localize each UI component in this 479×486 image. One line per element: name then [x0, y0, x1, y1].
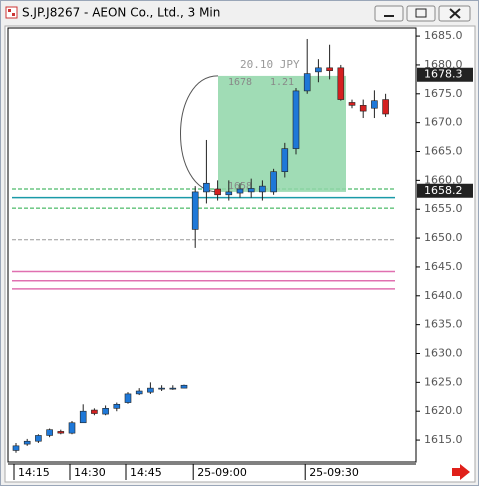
candle-body [214, 188, 221, 196]
price-marker-label: 1678.3 [424, 68, 463, 81]
candle-body [57, 431, 65, 434]
y-tick-label: 1680.0 [424, 58, 463, 71]
candle-body [359, 105, 367, 112]
y-tick-label: 1640.0 [424, 289, 463, 302]
x-tick-label: 25-09:00 [197, 466, 247, 479]
y-tick-label: 1650.0 [424, 231, 463, 244]
y-tick-label: 1685.0 [424, 29, 463, 42]
candle-body [169, 387, 177, 390]
candle-body [281, 148, 289, 173]
plot-area [7, 27, 417, 463]
candle-body [135, 390, 143, 395]
candle-body [382, 99, 389, 115]
minimize-button[interactable] [374, 5, 404, 22]
measure-box [218, 75, 346, 192]
measure-label: 20.10 JPY [240, 58, 300, 71]
candle-body [191, 191, 199, 230]
candle-body [247, 188, 255, 193]
price-marker [417, 183, 473, 198]
x-tick-label: 14:30 [74, 466, 106, 479]
close-icon [449, 8, 461, 19]
y-tick-label: 1620.0 [424, 404, 463, 417]
y-tick-label: 1660.0 [424, 173, 463, 186]
x-tick-label: 25-09:30 [309, 466, 359, 479]
candle-body [203, 182, 210, 193]
candle-body [303, 73, 311, 92]
y-tick-label: 1670.0 [424, 116, 463, 129]
window-buttons [374, 5, 471, 22]
candle-body [124, 393, 132, 403]
scroll-arrow[interactable] [452, 464, 470, 480]
candle-body [158, 387, 165, 390]
candle-body [225, 191, 233, 196]
candle-body [337, 67, 345, 100]
y-tick-label: 1615.0 [424, 433, 463, 446]
maximize-button[interactable] [406, 5, 436, 22]
candle-body [147, 387, 154, 393]
candle-body [348, 102, 356, 106]
candle-body [236, 188, 244, 194]
measure-pct-label: 1.21 [270, 77, 294, 88]
plot: 1615.0 1620.0 1625.0 1630.0 1635.0 1640.0 1645… [12, 29, 473, 480]
candle-body [91, 409, 98, 414]
price-marker [417, 67, 473, 82]
candle-body [292, 90, 300, 149]
price-marker-label: 1658.2 [424, 184, 463, 197]
window-title: S.JP.J8267 - AEON Co., Ltd., 3 Min [22, 6, 220, 20]
candle-body [79, 410, 87, 424]
app-icon-dot [12, 13, 15, 16]
candle-body [113, 403, 121, 409]
measure-arc [180, 75, 219, 193]
candle-body [102, 408, 109, 415]
x-tick-label: 14:15 [18, 466, 50, 479]
y-tick-label: 1675.0 [424, 87, 463, 100]
candle-body [35, 435, 42, 442]
candle-body [315, 67, 322, 73]
candle-body [326, 67, 333, 72]
measure-top-label: 1678 [228, 77, 252, 88]
maximize-icon [415, 8, 427, 18]
candle-body [270, 171, 277, 193]
y-tick-label: 1645.0 [424, 260, 463, 273]
app-icon [5, 6, 18, 19]
x-tick-label: 14:45 [130, 466, 162, 479]
y-tick-label: 1655.0 [424, 202, 463, 215]
candle-body [12, 445, 20, 451]
candle-body [371, 100, 378, 109]
candle-body [180, 384, 188, 389]
y-tick-label: 1630.0 [424, 347, 463, 360]
candle-body [68, 422, 76, 434]
y-tick-label: 1665.0 [424, 145, 463, 158]
app-icon-dot [8, 9, 11, 12]
candle-body [259, 185, 266, 193]
y-tick-label: 1635.0 [424, 318, 463, 331]
candle-body [23, 440, 31, 445]
candle-body [46, 429, 53, 436]
y-tick-label: 1625.0 [424, 375, 463, 388]
